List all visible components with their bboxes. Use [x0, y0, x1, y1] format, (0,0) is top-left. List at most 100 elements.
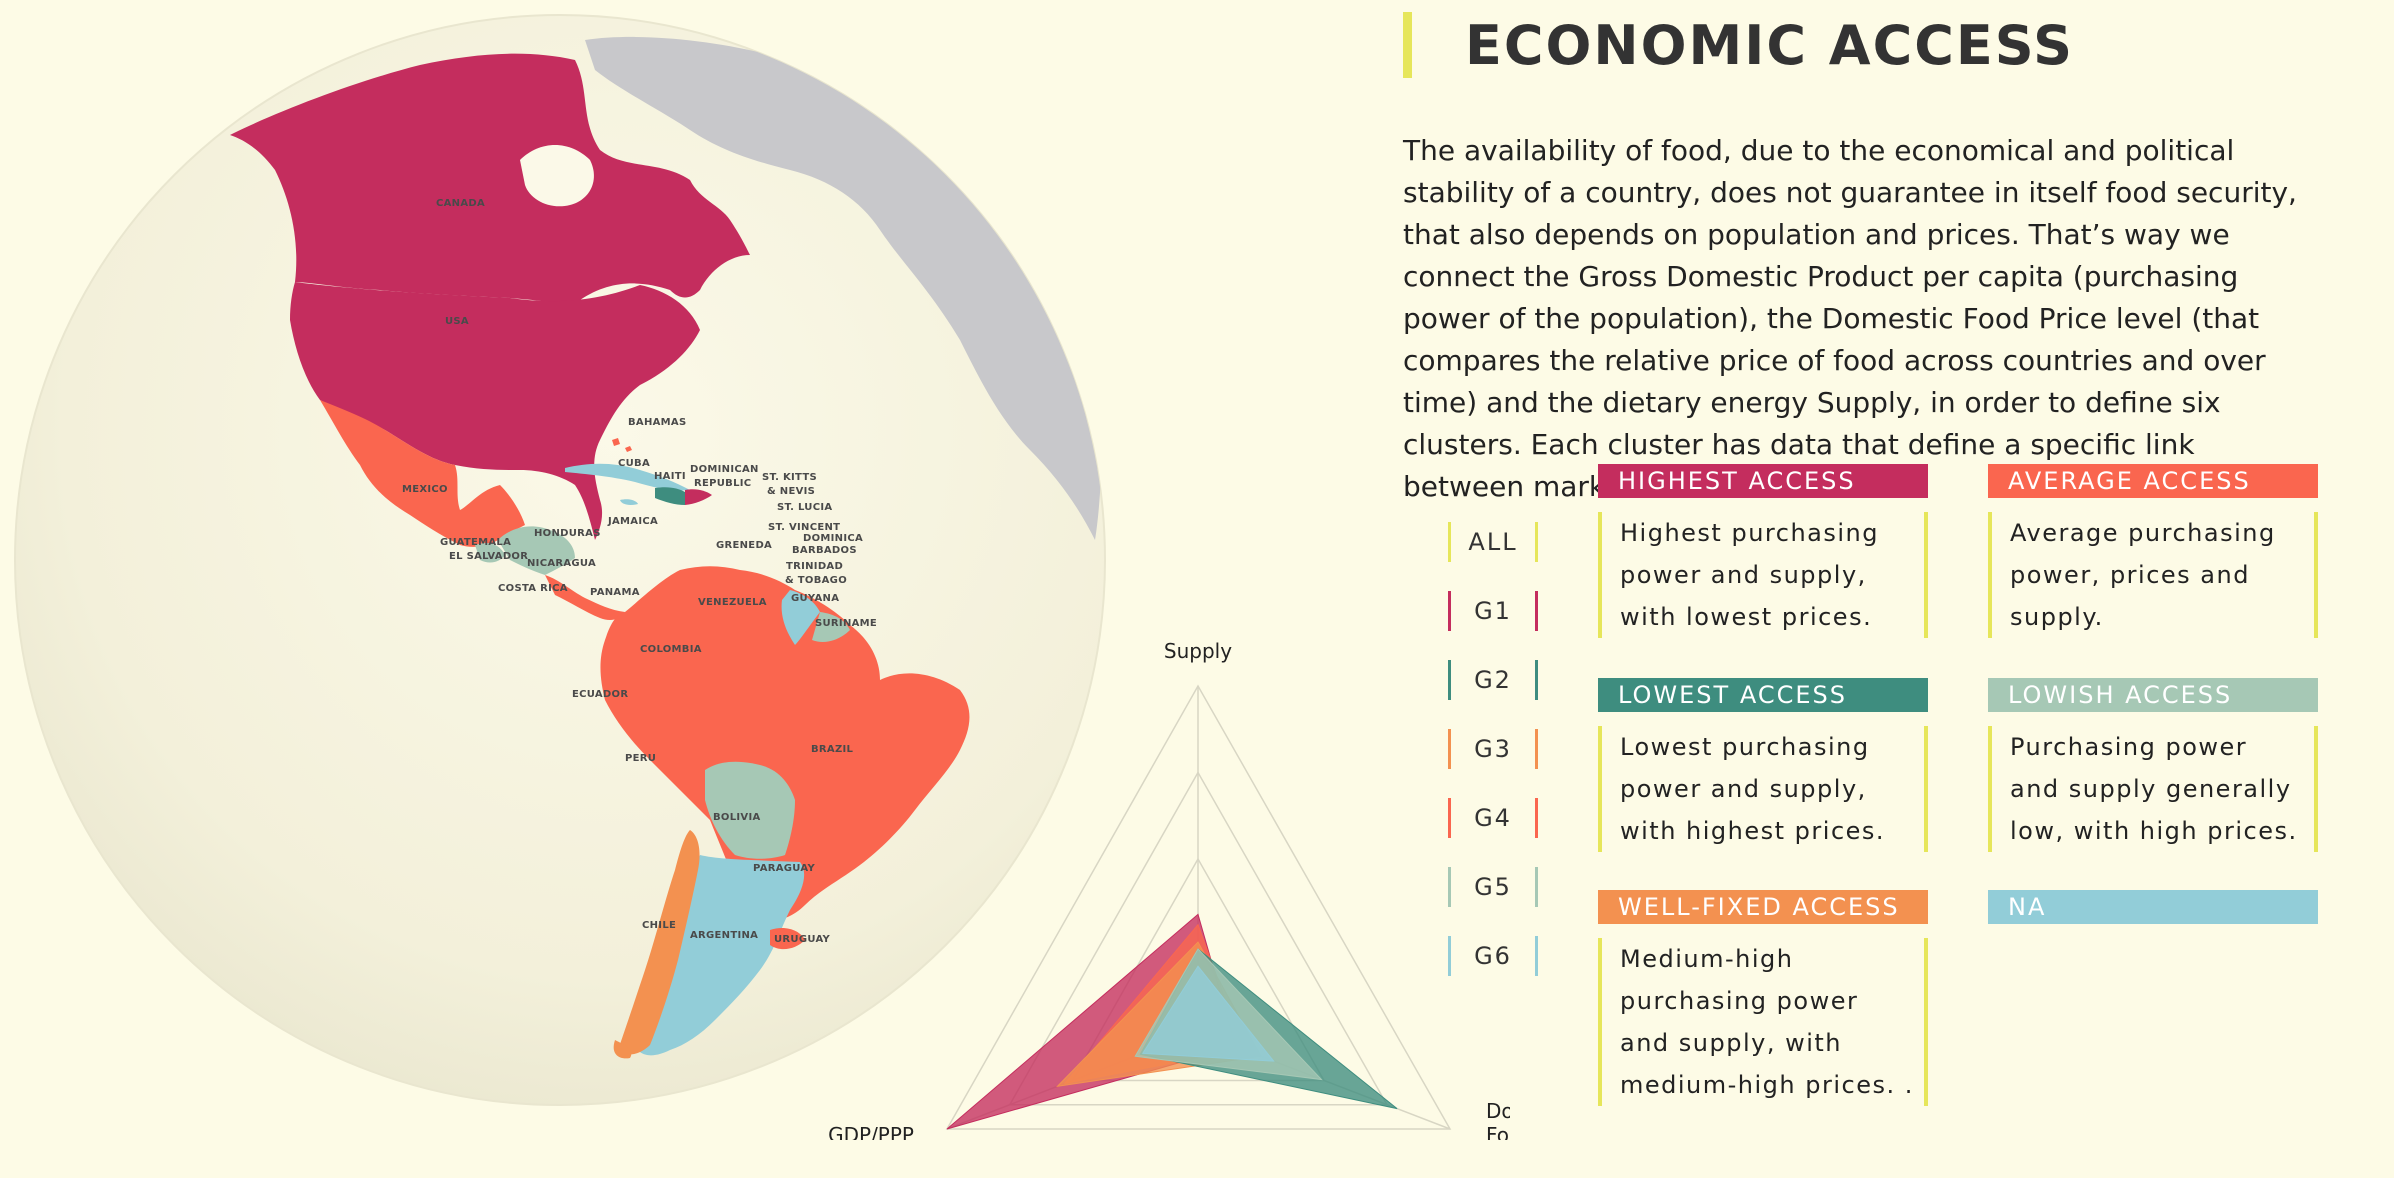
map-label-brazil: BRAZIL: [811, 744, 854, 755]
cluster-label: G4: [1474, 804, 1512, 832]
card-left-bar: [1598, 726, 1602, 852]
cluster-button-g1[interactable]: G1: [1448, 589, 1538, 633]
map-label-chile: CHILE: [642, 920, 676, 931]
cluster-left-bar: [1448, 867, 1451, 907]
globe-map-svg: CANADA USA MEXICO BAHAMAS CUBA HAITI DOM…: [14, 14, 1106, 1106]
cluster-label: G2: [1474, 666, 1512, 694]
map-label-paraguay: PARAGUAY: [753, 863, 815, 874]
radar-series-6[interactable]: [1141, 965, 1275, 1062]
radar-axis-label: Supply: [1164, 640, 1232, 663]
cluster-button-g2[interactable]: G2: [1448, 658, 1538, 702]
cluster-left-bar: [1448, 522, 1451, 562]
map-label-bahamas: BAHAMAS: [628, 417, 686, 428]
globe-map: CANADA USA MEXICO BAHAMAS CUBA HAITI DOM…: [0, 0, 1120, 1178]
cluster-left-bar: [1448, 660, 1451, 700]
dominican-shape: [685, 489, 712, 505]
map-label-ecuador: ECUADOR: [572, 689, 628, 700]
cluster-label: ALL: [1468, 528, 1518, 556]
map-label-guatemala: GUATEMALA: [440, 537, 511, 548]
hudson-bay-shape: [520, 145, 594, 207]
central-south-shape: [545, 575, 625, 620]
card-left-bar: [1988, 726, 1992, 852]
mexico-shape: [320, 400, 525, 547]
hispaniola-shape: [655, 487, 685, 505]
card-description-box: Purchasing power and supply generally lo…: [1988, 726, 2318, 852]
map-label-stkitts-2: & NEVIS: [767, 486, 815, 497]
card-title: WELL-FIXED ACCESS: [1598, 890, 1928, 924]
card-title: LOWISH ACCESS: [1988, 678, 2318, 712]
card-lowest-access: LOWEST ACCESS Lowest purchasing power an…: [1598, 678, 1928, 852]
map-label-venezuela: VENEZUELA: [698, 597, 767, 608]
card-title: LOWEST ACCESS: [1598, 678, 1928, 712]
map-label-honduras: HONDURAS: [534, 528, 601, 539]
page-title: ECONOMIC ACCESS: [1465, 14, 2075, 77]
cluster-left-bar: [1448, 591, 1451, 631]
map-label-uruguay: URUGUAY: [774, 934, 831, 945]
map-label-trinidad-2: & TOBAGO: [785, 575, 847, 586]
cluster-button-g6[interactable]: G6: [1448, 934, 1538, 978]
cluster-right-bar: [1535, 591, 1538, 631]
map-label-elsalvador: EL SALVADOR: [449, 551, 528, 562]
europe-edge-shape: [1050, 330, 1098, 470]
radar-axis-label: GDP/PPP: [828, 1123, 914, 1140]
map-label-canada: CANADA: [436, 198, 485, 209]
uruguay-shape: [770, 928, 805, 950]
card-lowish-access: LOWISH ACCESS Purchasing power and suppl…: [1988, 678, 2318, 852]
card-right-bar: [1924, 512, 1928, 638]
card-description: Lowest purchasing power and supply, with…: [1620, 733, 1886, 845]
card-description-box: Average purchasing power, prices and sup…: [1988, 512, 2318, 638]
card-right-bar: [2314, 726, 2318, 852]
card-right-bar: [1924, 938, 1928, 1106]
cluster-right-bar: [1535, 798, 1538, 838]
card-title: NA: [1988, 890, 2318, 924]
cluster-button-g5[interactable]: G5: [1448, 865, 1538, 909]
map-label-guyana: GUYANA: [791, 593, 839, 604]
card-left-bar: [1598, 512, 1602, 638]
central-america-shape: [498, 526, 575, 575]
map-label-trinidad-1: TRINIDAD: [786, 561, 843, 572]
map-label-peru: PERU: [625, 753, 656, 764]
card-description-box: Highest purchasing power and supply, wit…: [1598, 512, 1928, 638]
cuba-shape: [565, 463, 690, 491]
map-label-stlucia: ST. LUCIA: [777, 502, 832, 513]
cluster-label: G1: [1474, 597, 1512, 625]
card-left-bar: [1988, 512, 1992, 638]
cluster-label: G6: [1474, 942, 1512, 970]
radar-ring: [1008, 770, 1389, 1106]
cluster-button-g3[interactable]: G3: [1448, 727, 1538, 771]
map-label-argentina: ARGENTINA: [690, 930, 758, 941]
south-america-north-shape: [600, 566, 970, 922]
cluster-label: G5: [1474, 873, 1512, 901]
cluster-right-bar: [1535, 660, 1538, 700]
map-label-jamaica: JAMAICA: [607, 516, 658, 527]
map-label-nicaragua: NICARAGUA: [527, 558, 596, 569]
intro-paragraph: The availability of food, due to the eco…: [1403, 134, 2297, 503]
cluster-button-g4[interactable]: G4: [1448, 796, 1538, 840]
map-label-stvincent: ST. VINCENT: [768, 522, 840, 533]
card-description-box: Lowest purchasing power and supply, with…: [1598, 726, 1928, 852]
cluster-right-bar: [1535, 936, 1538, 976]
bahamas-shape: [612, 438, 632, 452]
map-label-stkitts-1: ST. KITTS: [762, 472, 817, 483]
card-title: AVERAGE ACCESS: [1988, 464, 2318, 498]
map-label-mexico: MEXICO: [402, 484, 448, 495]
map-label-grenada: GRENEDA: [716, 540, 772, 551]
map-label-colombia: COLOMBIA: [640, 644, 702, 655]
title-accent-bar: [1403, 12, 1412, 78]
map-label-dominican-1: DOMINICAN: [690, 464, 759, 475]
radar-ring: [945, 684, 1452, 1130]
cluster-button-all[interactable]: ALL: [1448, 520, 1538, 564]
cluster-left-bar: [1448, 729, 1451, 769]
cluster-left-bar: [1448, 798, 1451, 838]
guyana-suriname-shape: [781, 590, 820, 645]
map-label-haiti: HAITI: [654, 471, 686, 482]
map-label-bolivia: BOLIVIA: [713, 812, 761, 823]
jamaica-shape: [620, 499, 638, 505]
card-left-bar: [1598, 938, 1602, 1106]
bolivia-shape: [705, 761, 795, 859]
cluster-label: G3: [1474, 735, 1512, 763]
cluster-right-bar: [1535, 729, 1538, 769]
